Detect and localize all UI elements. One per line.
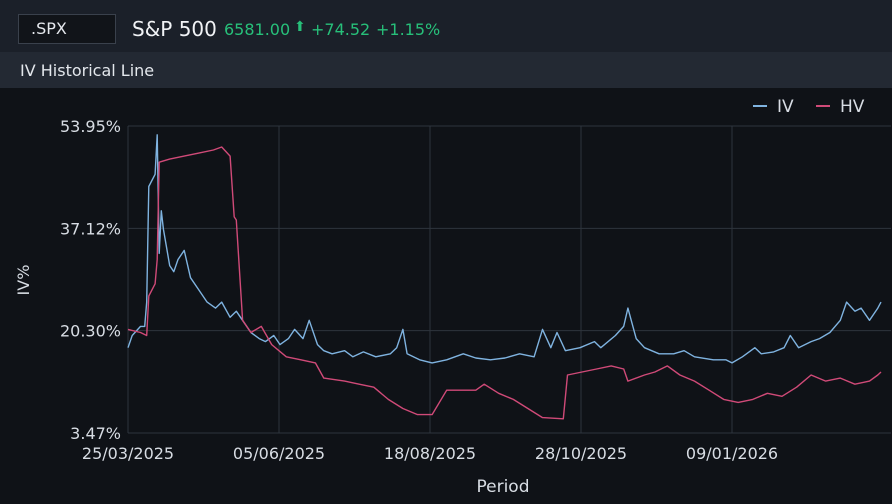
grid	[127, 125, 891, 434]
symbol-input[interactable]: .SPX	[18, 14, 116, 44]
x-tick-label: 18/08/2025	[384, 444, 476, 463]
x-tick-label: 05/06/2025	[233, 444, 325, 463]
instrument-name: S&P 500	[132, 17, 217, 41]
iv-historical-line-chart[interactable]: 53.95% 37.12% 20.30% 3.47% 25/03/2025 05/06/…	[3, 88, 892, 500]
y-tick-label: 53.95%	[60, 117, 121, 136]
price-change: +74.52	[311, 20, 371, 39]
legend[interactable]: IV HV	[753, 97, 865, 117]
series-lines	[127, 134, 882, 420]
quote-header	[0, 0, 892, 52]
last-price: 6581.00	[224, 20, 291, 39]
x-tick-label: 28/10/2025	[535, 444, 627, 463]
x-tick-labels: 25/03/2025 05/06/2025 18/08/2025 28/10/2025…	[82, 444, 778, 463]
y-tick-labels: 53.95% 37.12% 20.30% 3.47%	[60, 117, 121, 443]
y-tick-label: 3.47%	[70, 424, 121, 443]
y-tick-label: 20.30%	[60, 322, 121, 341]
price-change-percent: +1.15%	[376, 20, 441, 39]
series-line-hv	[127, 146, 882, 420]
y-axis-label: IV%	[14, 265, 33, 296]
y-tick-label: 37.12%	[60, 219, 121, 238]
up-arrow-icon: ⬆	[294, 19, 306, 35]
series-line-iv	[127, 134, 882, 364]
x-tick-label: 25/03/2025	[82, 444, 174, 463]
panel-header	[0, 52, 892, 88]
legend-hv-label: HV	[840, 97, 865, 117]
x-axis-label: Period	[476, 477, 529, 497]
x-tick-label: 09/01/2026	[686, 444, 778, 463]
chart-panel: 53.95% 37.12% 20.30% 3.47% 25/03/2025 05/06/…	[3, 88, 892, 500]
panel-title: IV Historical Line	[20, 61, 155, 80]
legend-iv-label: IV	[777, 97, 794, 117]
